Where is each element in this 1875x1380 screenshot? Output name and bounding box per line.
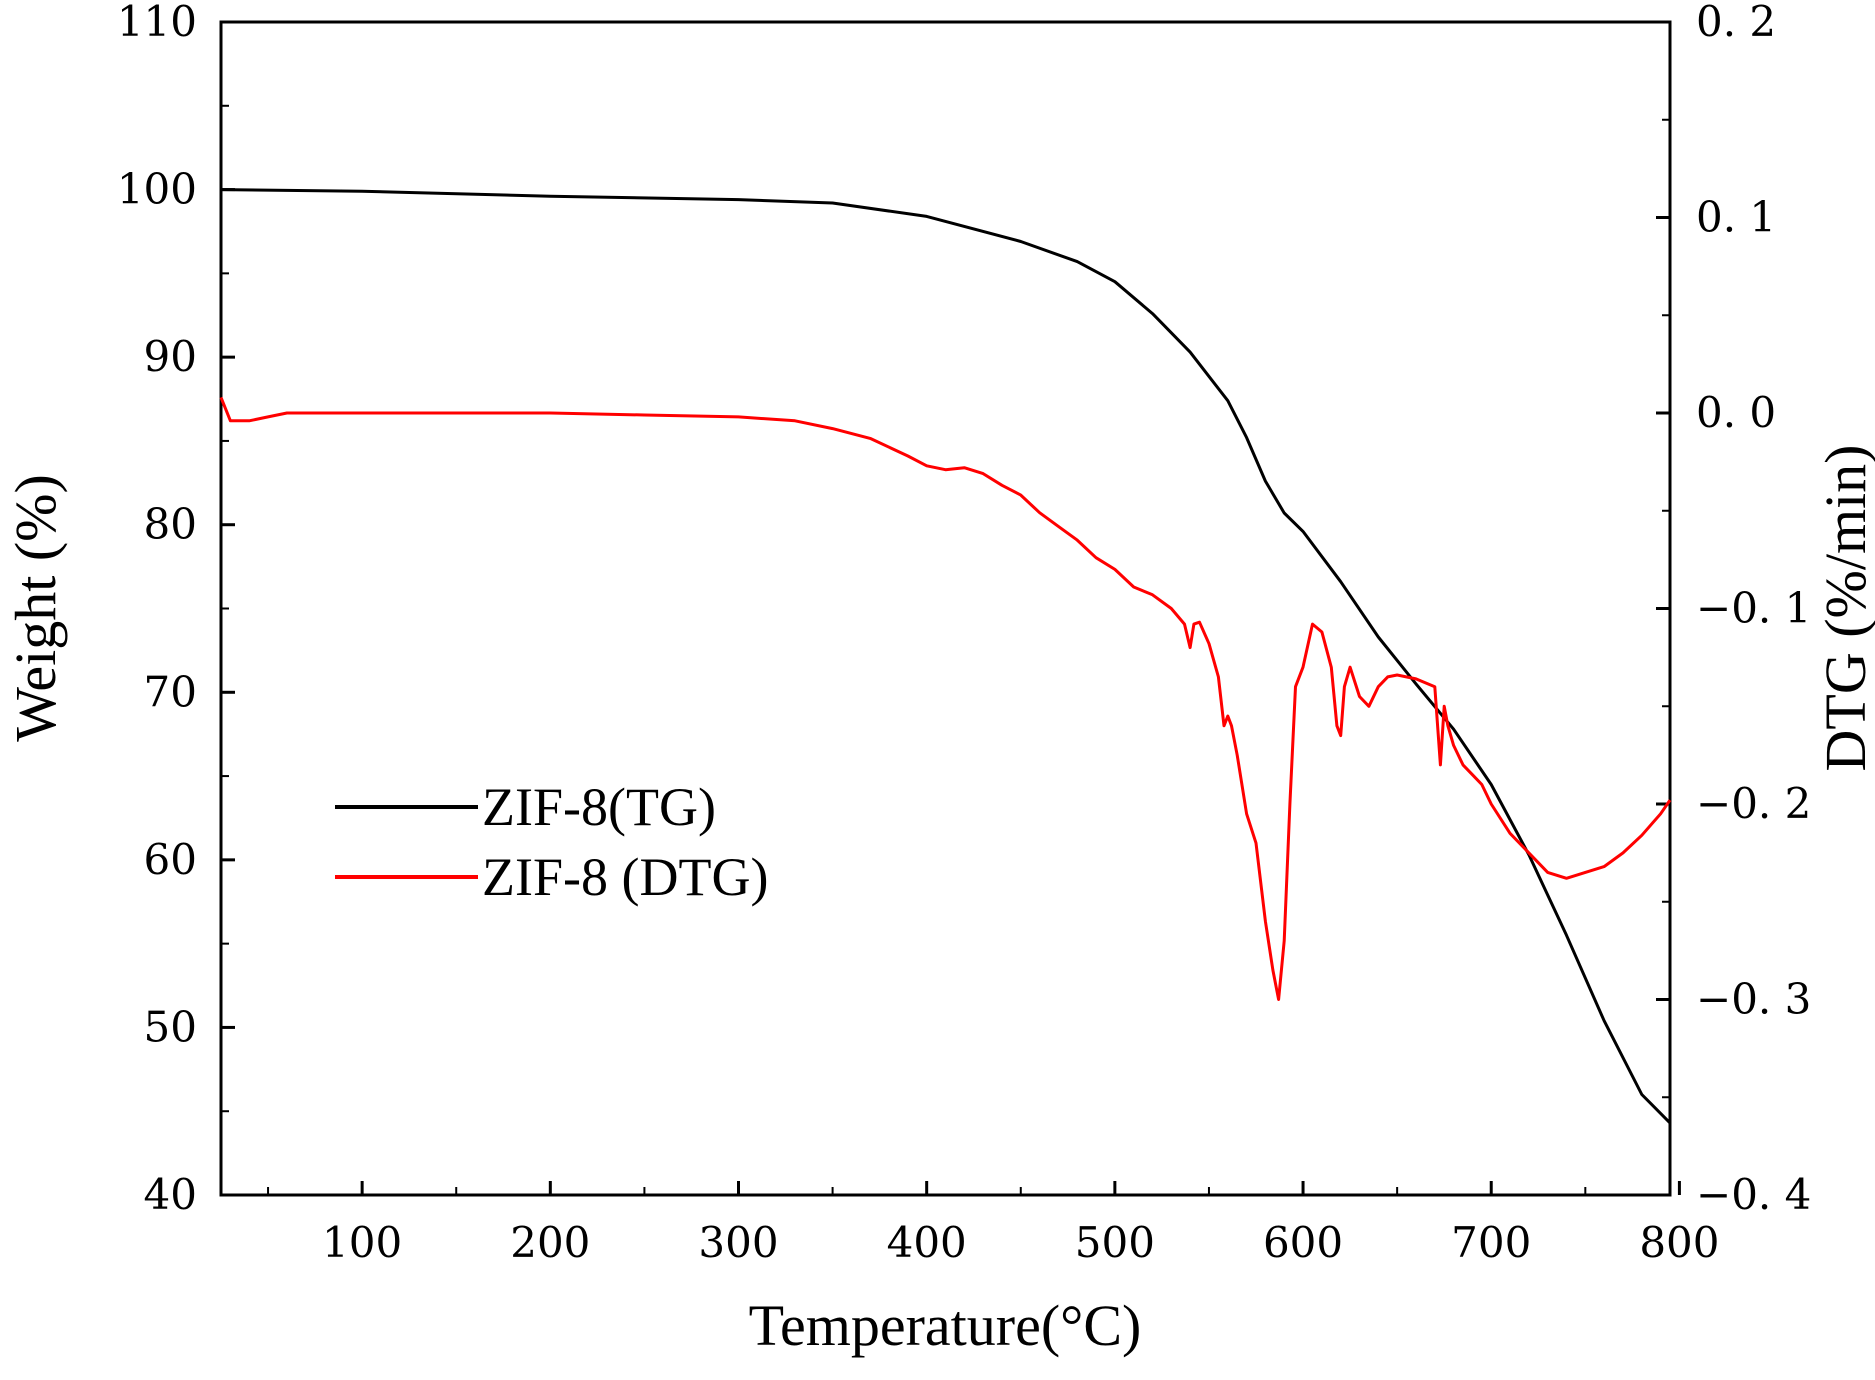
- right-y-tick-label: 0. 0: [1696, 388, 1776, 437]
- right-y-axis-ticks: −0. 4 −0. 3 −0. 2 −0. 1 0. 0 0. 1 0. 2: [1656, 0, 1811, 1219]
- right-y-tick-label: −0. 3: [1696, 975, 1811, 1024]
- x-tick-label: 500: [1075, 1218, 1155, 1267]
- x-tick-label: 300: [698, 1218, 778, 1267]
- plot-frame: [219, 20, 1672, 1197]
- x-axis-ticks: 100 200 300 400 500 600 700 800: [267, 1181, 1719, 1267]
- x-tick-label: 100: [322, 1218, 402, 1267]
- right-y-tick-label: −0. 2: [1696, 779, 1811, 828]
- left-y-tick-label: 60: [144, 835, 197, 884]
- left-y-axis-ticks: 40 50 60 70 80 90 100 110: [117, 0, 235, 1219]
- left-y-tick-label: 40: [144, 1170, 197, 1219]
- left-y-tick-label: 50: [144, 1002, 197, 1051]
- right-y-tick-label: −0. 4: [1696, 1170, 1811, 1219]
- left-y-tick-label: 90: [144, 332, 197, 381]
- x-axis-title: Temperature(°C): [749, 1293, 1142, 1358]
- x-tick-label: 200: [510, 1218, 590, 1267]
- series-line-tg: [220, 188, 1672, 1124]
- x-tick-label: 700: [1451, 1218, 1531, 1267]
- x-tick-label: 600: [1263, 1218, 1343, 1267]
- right-y-axis-title: DTG (%/min): [1813, 445, 1875, 772]
- left-y-tick-label: 110: [117, 0, 197, 46]
- x-tick-label: 800: [1639, 1218, 1719, 1267]
- right-y-tick-label: 0. 1: [1696, 193, 1776, 242]
- legend: ZIF-8(TG) ZIF-8 (DTG): [335, 777, 768, 907]
- right-y-tick-label: 0. 2: [1696, 0, 1776, 46]
- right-y-tick-label: −0. 1: [1696, 584, 1811, 633]
- x-tick-label: 400: [887, 1218, 967, 1267]
- series-line-dtg: [219, 396, 1672, 1001]
- left-y-tick-label: 100: [117, 165, 197, 214]
- legend-label-dtg: ZIF-8 (DTG): [482, 847, 768, 907]
- left-y-tick-label: 80: [144, 500, 197, 549]
- series-layer: [219, 188, 1672, 1124]
- left-y-axis-title: Weight (%): [3, 474, 68, 742]
- legend-label-tg: ZIF-8(TG): [482, 777, 716, 837]
- left-y-tick-label: 70: [144, 667, 197, 716]
